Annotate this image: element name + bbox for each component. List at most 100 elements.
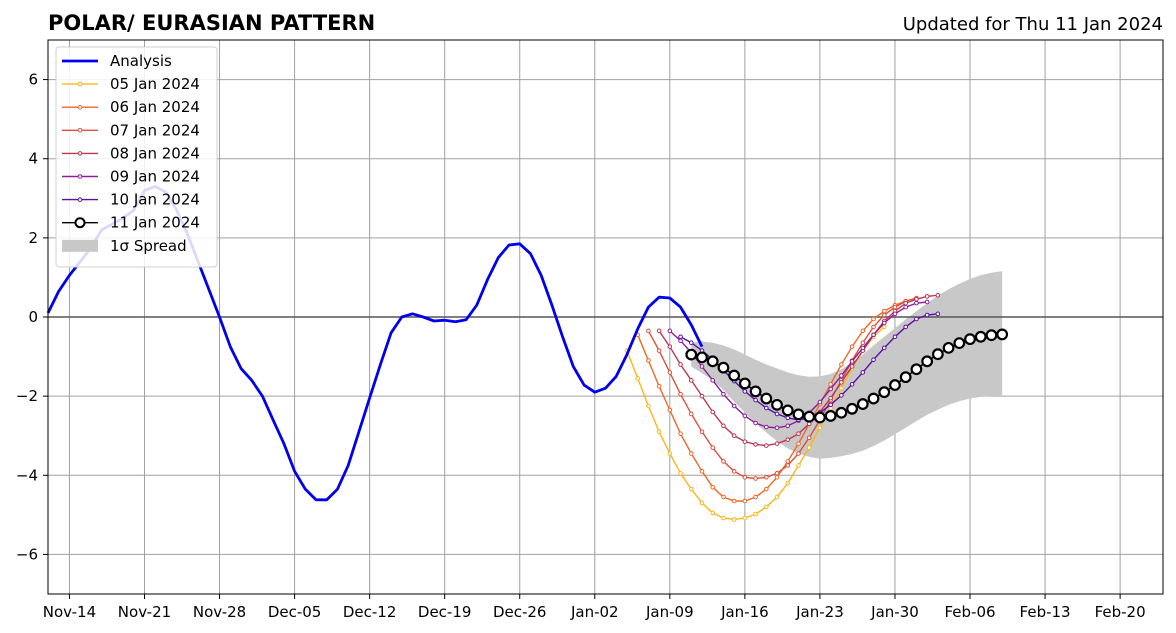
forecast-point — [878, 386, 891, 399]
x-tick-label: Jan-23 — [795, 603, 844, 621]
forecast-point — [839, 393, 844, 398]
forecast-point — [785, 437, 791, 442]
forecast-point — [721, 494, 726, 500]
forecast-point — [814, 411, 826, 424]
forecast-point — [785, 480, 791, 486]
forecast-point — [721, 423, 726, 429]
forecast-point — [696, 351, 708, 364]
x-tick-label: Jan-02 — [570, 603, 619, 621]
legend-label: Analysis — [110, 52, 172, 70]
forecast-point — [742, 439, 748, 444]
forecast-point — [699, 364, 705, 369]
x-tick-label: Feb-06 — [944, 603, 995, 621]
chart-subtitle: Updated for Thu 11 Jan 2024 — [903, 14, 1163, 35]
legend-entry: 07 Jan 2024 — [62, 121, 200, 139]
forecast-point — [717, 361, 730, 374]
x-tick-label: Dec-19 — [418, 603, 472, 621]
forecast-point — [678, 362, 683, 367]
chart-title: POLAR/ EURASIAN PATTERN — [48, 11, 375, 35]
forecast-point — [839, 373, 844, 378]
forecast-point — [881, 345, 887, 351]
legend-marker — [77, 128, 83, 133]
forecast-point — [924, 294, 930, 299]
forecast-point — [710, 445, 716, 450]
legend-entry: 11 Jan 2024 — [62, 214, 200, 232]
forecast-point — [774, 474, 780, 480]
legend-swatch — [62, 239, 98, 252]
forecast-point — [760, 392, 773, 405]
forecast-point — [881, 312, 887, 318]
y-tick-label: 4 — [28, 150, 38, 168]
forecast-point — [871, 357, 876, 363]
forecast-point — [731, 517, 737, 522]
forecast-point — [860, 370, 866, 375]
forecast-point — [710, 510, 716, 516]
spread-area — [691, 271, 1003, 459]
forecast-point — [803, 410, 816, 423]
forecast-point — [871, 332, 876, 338]
forecast-point — [985, 329, 998, 342]
forecast-point — [903, 300, 908, 306]
forecast-point — [839, 362, 844, 367]
legend-label: 06 Jan 2024 — [110, 98, 200, 116]
forecast-point — [903, 324, 908, 330]
forecast-point — [796, 451, 801, 456]
forecast-point — [881, 324, 887, 330]
forecast-point — [742, 474, 748, 480]
forecast-point — [899, 371, 912, 384]
forecast-point — [656, 383, 662, 389]
forecast-point — [849, 381, 855, 387]
legend-marker — [77, 174, 83, 179]
forecast-point — [699, 500, 705, 506]
forecast-point — [914, 296, 919, 302]
forecast-point — [731, 433, 737, 439]
legend-label: 08 Jan 2024 — [110, 144, 200, 162]
forecast-point — [699, 429, 705, 435]
forecast-point — [764, 504, 769, 510]
legend-entry: Analysis — [62, 52, 172, 70]
forecast-point — [796, 463, 801, 468]
forecast-point — [781, 404, 794, 417]
forecast-point — [849, 359, 855, 364]
forecast-point — [892, 311, 898, 317]
forecast-point — [903, 304, 908, 310]
y-tick-label: −4 — [16, 466, 38, 484]
forecast-point — [860, 345, 866, 351]
legend-label: 11 Jan 2024 — [110, 214, 200, 232]
forecast-point — [764, 486, 769, 492]
x-tick-label: Dec-12 — [343, 603, 397, 621]
forecast-point — [828, 395, 833, 401]
forecast-point — [764, 474, 769, 480]
forecast-point — [910, 363, 923, 376]
forecast-point — [721, 391, 726, 397]
forecast-point — [742, 389, 748, 394]
legend-entry: 10 Jan 2024 — [62, 191, 200, 209]
forecast-point — [731, 498, 737, 504]
forecast-point — [731, 403, 737, 409]
forecast-point — [924, 299, 930, 305]
x-tick-label: Jan-16 — [720, 603, 769, 621]
forecast-point — [667, 344, 673, 349]
forecast-point — [774, 494, 780, 500]
forecast-point — [710, 409, 716, 415]
legend-marker — [77, 151, 83, 156]
legend-marker — [74, 217, 86, 229]
forecast-point — [881, 308, 887, 314]
forecast-point — [953, 337, 966, 350]
forecast-point — [892, 304, 898, 310]
forecast-point — [685, 348, 698, 361]
forecast-series — [685, 328, 1009, 424]
forecast-point — [678, 431, 683, 437]
legend-entry: 1σ Spread — [62, 237, 187, 255]
x-tick-label: Jan-30 — [870, 603, 919, 621]
forecast-point — [688, 411, 694, 417]
forecast-point — [974, 330, 987, 343]
forecast-point — [742, 498, 748, 504]
forecast-point — [871, 324, 876, 330]
forecast-point — [774, 441, 780, 446]
forecast-point — [678, 338, 683, 344]
forecast-point — [753, 442, 758, 447]
forecast-point — [699, 393, 705, 399]
x-tick-label: Feb-13 — [1020, 603, 1071, 621]
forecast-point — [774, 411, 780, 417]
